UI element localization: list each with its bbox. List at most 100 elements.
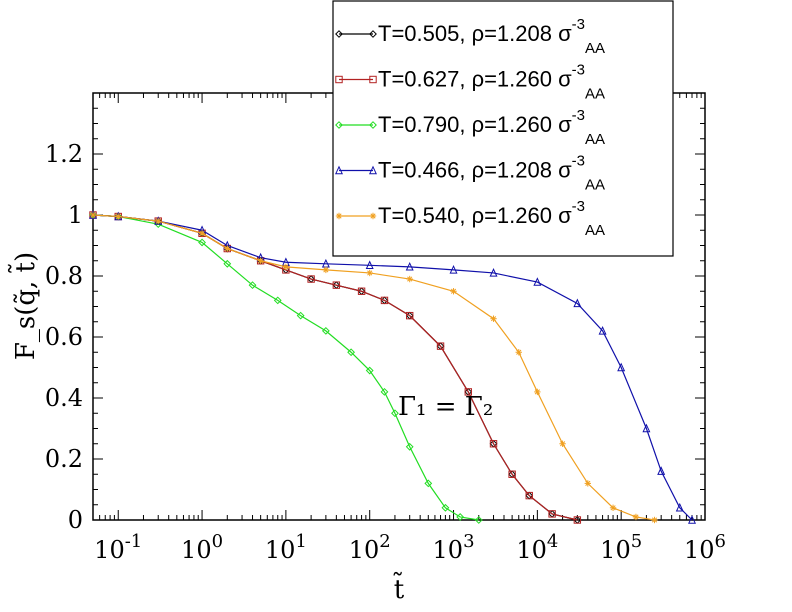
data-point (369, 75, 377, 84)
data-point (380, 387, 389, 396)
data-point (490, 315, 497, 322)
data-point (115, 213, 122, 220)
star-stroke (534, 389, 540, 395)
data-point (573, 516, 582, 524)
legend-label: T=0.466, ρ=1.208 σ-3AA (378, 153, 605, 194)
data-point (369, 165, 377, 175)
data-point (321, 326, 330, 335)
data-point (584, 480, 592, 487)
legend-entry-1: T=0.505, ρ=1.208 σ-3AA (335, 16, 605, 57)
star-stroke (323, 267, 329, 273)
x-tick-label: 10-1 (94, 531, 142, 564)
star-stroke (155, 218, 161, 224)
data-point (489, 268, 498, 277)
series-line (92, 214, 655, 521)
legend-label: T=0.505, ρ=1.208 σ-3AA (378, 16, 605, 57)
star-stroke (585, 480, 591, 486)
data-point (559, 440, 566, 447)
series-layer (89, 210, 696, 524)
star-stroke (258, 258, 264, 264)
star-stroke (490, 316, 497, 322)
data-point (405, 311, 414, 320)
y-axis-label: F_s(q̃, t̃) (7, 252, 41, 360)
data-point (357, 287, 366, 295)
y-tick-label: 0 (68, 506, 83, 534)
y-tick-label: 1 (68, 201, 83, 229)
data-point (380, 296, 389, 305)
annotation-layer: Γ₁ = Γ₂ (398, 392, 493, 422)
star-stroke (651, 517, 658, 523)
star-stroke (283, 264, 289, 270)
data-point (548, 510, 556, 518)
gamma-annotation: Γ₁ = Γ₂ (398, 392, 493, 422)
x-tick-label: 100 (181, 531, 223, 564)
data-point (335, 75, 343, 84)
star-stroke (516, 349, 522, 355)
data-point (464, 388, 472, 396)
x-tick-label: 101 (265, 531, 307, 564)
data-point (347, 348, 356, 357)
x-tick-label: 106 (684, 531, 726, 564)
series-1 (89, 211, 582, 524)
y-tick-label: 1.2 (45, 140, 83, 168)
data-point (198, 230, 206, 237)
data-point (533, 277, 542, 286)
legend-label: T=0.790, ρ=1.260 σ-3AA (378, 107, 605, 148)
data-point (675, 502, 684, 512)
y-tick-label: 0.4 (45, 384, 83, 412)
data-point (155, 217, 162, 225)
data-point (322, 266, 330, 274)
data-point (335, 30, 343, 38)
star-stroke (336, 213, 342, 219)
data-point (365, 260, 374, 270)
data-point (366, 269, 373, 277)
data-point (335, 212, 343, 220)
data-point (450, 288, 457, 295)
data-point (248, 281, 257, 290)
data-point (89, 211, 97, 219)
data-point (405, 442, 414, 451)
data-point (391, 409, 399, 418)
data-point (369, 121, 377, 129)
data-point (332, 281, 341, 289)
data-point (515, 349, 522, 356)
legend-entry-3: T=0.790, ρ=1.260 σ-3AA (335, 107, 605, 148)
star-stroke (633, 514, 639, 520)
axis-labels: t̃ F_s(q̃, t̃) (7, 252, 404, 605)
data-point (534, 388, 541, 396)
data-point (424, 479, 433, 488)
data-point (406, 275, 413, 283)
data-point (405, 261, 414, 271)
y-tick-label: 0.2 (45, 445, 83, 473)
series-line (92, 214, 578, 521)
legend-entry-5: T=0.540, ρ=1.260 σ-3AA (335, 198, 605, 239)
legend-entry-4: T=0.466, ρ=1.208 σ-3AA (335, 153, 605, 194)
data-point (296, 311, 305, 320)
data-point (651, 516, 658, 524)
star-stroke (367, 270, 373, 276)
legend: T=0.505, ρ=1.208 σ-3AA T=0.627, ρ=1.260 σ… (332, 0, 674, 257)
series-2 (89, 211, 582, 524)
star-stroke (224, 245, 230, 252)
axis-tick-labels: 10-1 100 101 102 103 104 105 106 0 0.2 0.4 0.6 0.8 1 1… (45, 140, 726, 564)
data-point (282, 263, 290, 271)
data-point (369, 30, 377, 38)
legend-box (332, 0, 674, 257)
y-tick-label: 0.8 (45, 262, 83, 290)
data-point (598, 326, 607, 335)
data-point (657, 466, 666, 475)
data-point (335, 121, 343, 129)
data-point (449, 265, 458, 274)
data-point (198, 238, 206, 247)
data-point (642, 423, 651, 433)
data-point (335, 165, 343, 175)
star-stroke (450, 288, 457, 294)
star-stroke (115, 213, 121, 220)
series-line (92, 214, 479, 521)
x-tick-label: 104 (516, 531, 558, 564)
star-stroke (407, 276, 413, 282)
data-point (307, 275, 315, 283)
series-line (92, 214, 693, 521)
data-point (573, 298, 582, 308)
y-tick-label: 0.6 (45, 323, 83, 351)
